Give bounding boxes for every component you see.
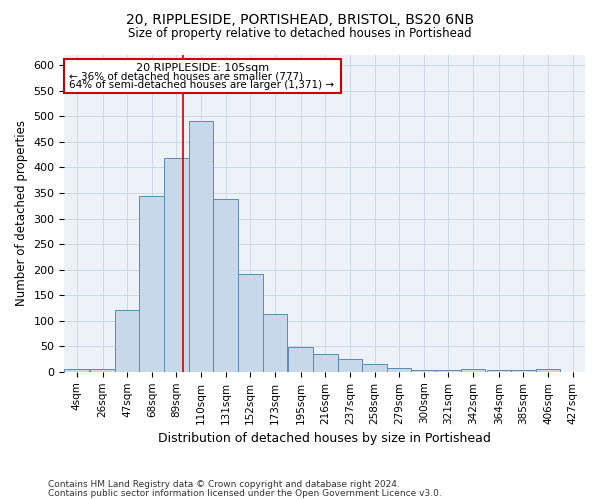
Bar [64,370,89,372]
Bar [90,370,115,372]
Bar [263,314,287,372]
Bar [511,370,536,372]
Y-axis label: Number of detached properties: Number of detached properties [15,120,28,306]
Bar [536,370,560,372]
Bar [362,364,387,372]
X-axis label: Distribution of detached houses by size in Portishead: Distribution of detached houses by size … [158,432,491,445]
Text: 20, RIPPLESIDE, PORTISHEAD, BRISTOL, BS20 6NB: 20, RIPPLESIDE, PORTISHEAD, BRISTOL, BS2… [126,12,474,26]
Bar [164,158,188,372]
Bar [313,354,338,372]
Bar [412,370,436,372]
Bar [338,358,362,372]
FancyBboxPatch shape [64,59,341,94]
Text: Contains HM Land Registry data © Crown copyright and database right 2024.: Contains HM Land Registry data © Crown c… [48,480,400,489]
Text: Contains public sector information licensed under the Open Government Licence v3: Contains public sector information licen… [48,488,442,498]
Bar [436,370,461,372]
Bar [238,274,263,372]
Bar [139,196,164,372]
Text: 20 RIPPLESIDE: 105sqm: 20 RIPPLESIDE: 105sqm [136,63,269,73]
Bar [487,370,511,372]
Bar [214,199,238,372]
Bar [188,122,214,372]
Bar [387,368,412,372]
Text: Size of property relative to detached houses in Portishead: Size of property relative to detached ho… [128,28,472,40]
Bar [115,310,139,372]
Text: ← 36% of detached houses are smaller (777): ← 36% of detached houses are smaller (77… [69,72,303,82]
Bar [289,347,313,372]
Bar [461,370,485,372]
Text: 64% of semi-detached houses are larger (1,371) →: 64% of semi-detached houses are larger (… [69,80,334,90]
